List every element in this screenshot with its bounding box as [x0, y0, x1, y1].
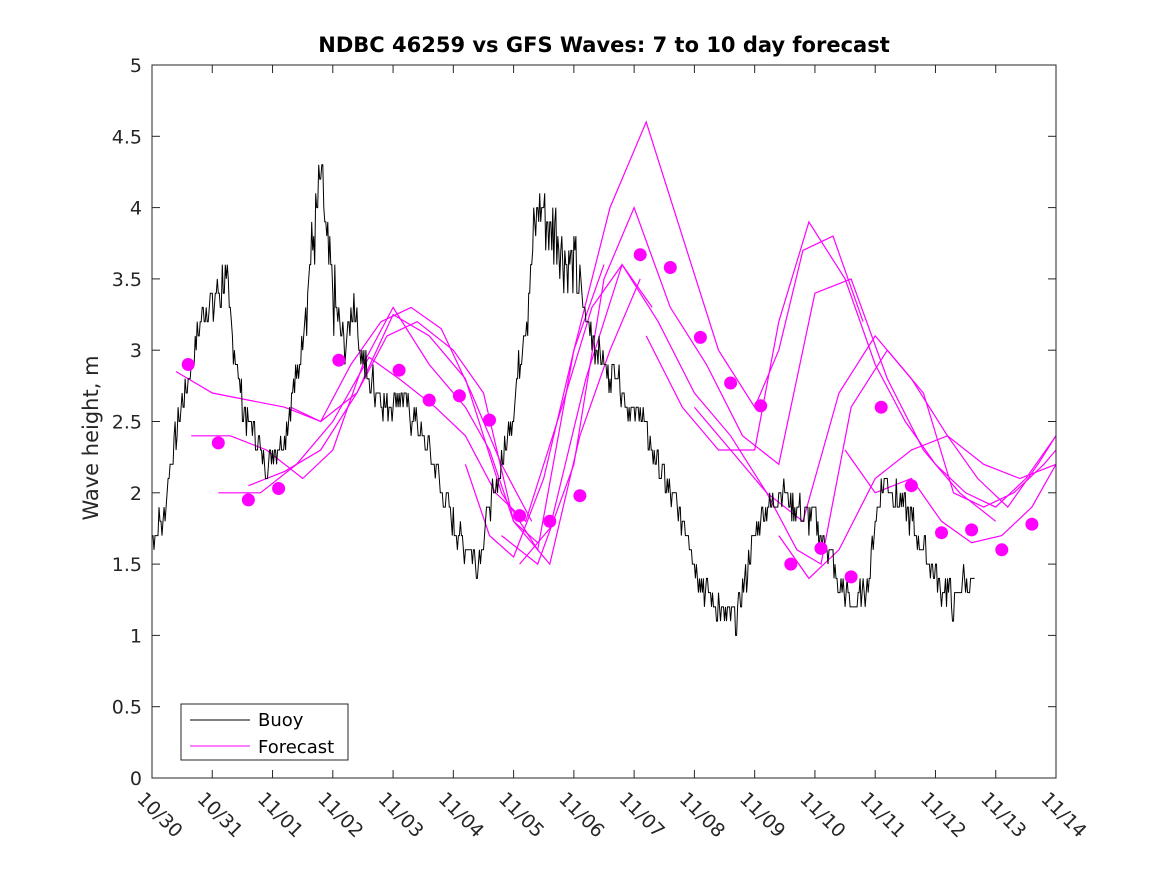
legend: Buoy Forecast: [180, 703, 349, 761]
y-tick-label: 1: [130, 625, 142, 647]
y-tick-label: 0.5: [112, 697, 142, 719]
forecast-line: [218, 263, 653, 523]
forecast-line: [501, 205, 997, 566]
forecast-marker: [663, 261, 677, 274]
y-tick-label: 5: [130, 55, 142, 77]
forecast-line: [778, 435, 1056, 580]
forecast-marker: [452, 389, 466, 403]
forecast-marker: [965, 523, 979, 537]
forecast-marker: [693, 330, 707, 344]
forecast-marker: [573, 489, 587, 503]
forecast-line: [175, 306, 533, 522]
y-tick-label: 4.5: [112, 126, 142, 148]
forecast-marker: [844, 570, 858, 584]
forecast-marker: [935, 526, 948, 540]
legend-box: [180, 703, 349, 761]
forecast-marker: [874, 400, 888, 414]
buoy-line: [152, 164, 975, 636]
forecast-marker: [272, 482, 286, 495]
forecast-marker: [995, 543, 1009, 557]
forecast-marker: [422, 393, 436, 407]
y-tick-label: 1.5: [112, 554, 142, 576]
forecast-marker: [754, 399, 768, 413]
legend-forecast-label: Forecast: [258, 737, 334, 758]
chart-title: NDBC 46259 vs GFS Waves: 7 to 10 day for…: [318, 33, 889, 57]
forecast-line: [464, 120, 864, 559]
forecast-line: [248, 264, 605, 552]
forecast-marker: [181, 358, 195, 371]
y-tick-label: 2: [130, 483, 142, 505]
forecast-line: [645, 220, 1056, 508]
y-tick-label: 3.5: [112, 269, 142, 291]
forecast-marker: [241, 493, 255, 507]
forecast-marker: [543, 514, 557, 528]
forecast-line: [693, 349, 1056, 566]
forecast-marker: [392, 363, 406, 377]
forecast-marker: [904, 479, 918, 493]
forecast-marker: [211, 436, 225, 450]
forecast-line: [290, 278, 641, 566]
y-axis-label: Wave height, m: [79, 355, 103, 520]
y-tick-label: 2.5: [112, 412, 142, 434]
forecast-marker: [332, 353, 346, 367]
forecast-marker: [483, 413, 496, 427]
y-tick-label: 4: [130, 198, 142, 220]
forecast-marker: [784, 557, 798, 571]
forecast-marker: [513, 509, 527, 523]
y-tick-label: 3: [130, 340, 142, 362]
forecast-marker: [633, 248, 647, 262]
y-tick-label: 0: [130, 768, 142, 790]
forecast-line: [519, 263, 1056, 565]
forecast-marker: [814, 541, 828, 555]
forecast-marker: [724, 376, 738, 390]
forecast-marker: [1025, 517, 1039, 531]
legend-buoy-label: Buoy: [258, 710, 304, 731]
